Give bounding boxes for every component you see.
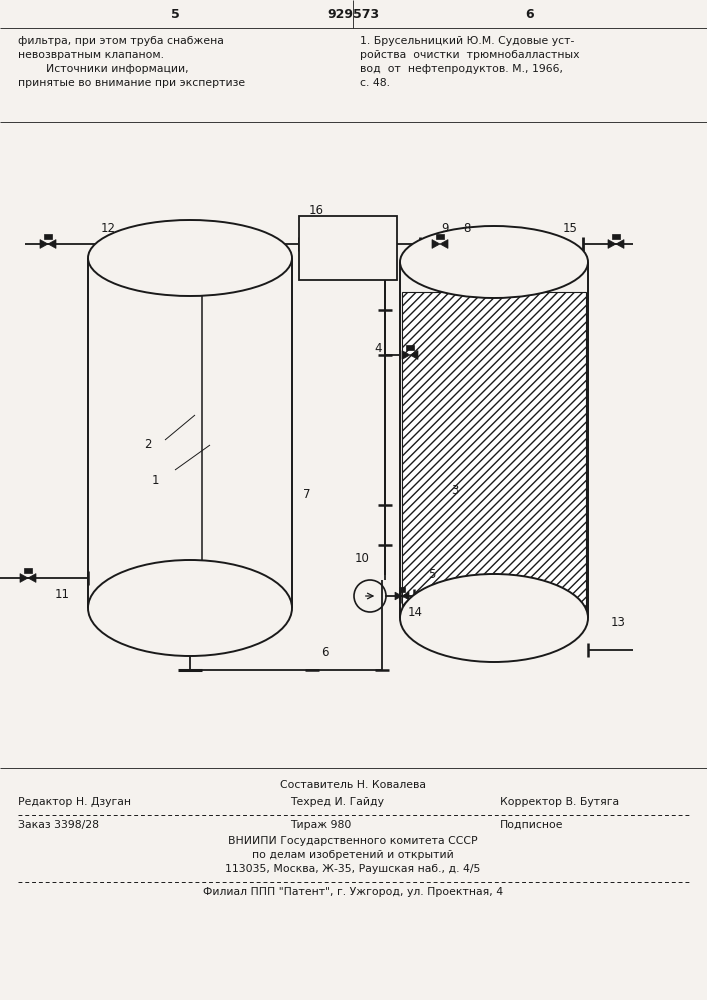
Text: 5: 5 [428, 568, 436, 582]
Text: 11: 11 [54, 588, 69, 601]
Text: 929573: 929573 [327, 7, 379, 20]
Bar [45, 234, 52, 239]
Text: по делам изобретений и открытий: по делам изобретений и открытий [252, 850, 454, 860]
Ellipse shape [400, 574, 588, 662]
Ellipse shape [88, 560, 292, 656]
Polygon shape [48, 240, 56, 248]
Text: 5: 5 [170, 7, 180, 20]
Text: Тираж 980: Тираж 980 [290, 820, 351, 830]
Polygon shape [616, 240, 624, 248]
Text: 9: 9 [441, 222, 449, 234]
Text: 6: 6 [526, 7, 534, 20]
Text: фильтра, при этом труба снабжена: фильтра, при этом труба снабжена [18, 36, 224, 46]
Text: Редактор Н. Дзуган: Редактор Н. Дзуган [18, 797, 131, 807]
Text: 1: 1 [151, 474, 159, 487]
Bar [612, 234, 619, 239]
Text: 14: 14 [407, 605, 423, 618]
Text: 13: 13 [611, 615, 626, 629]
Text: вод  от  нефтепродуктов. М., 1966,: вод от нефтепродуктов. М., 1966, [360, 64, 563, 74]
Bar [436, 234, 443, 239]
Polygon shape [432, 240, 440, 248]
Text: 1. Брусельницкий Ю.М. Судовые уст-: 1. Брусельницкий Ю.М. Судовые уст- [360, 36, 574, 46]
Bar [25, 568, 32, 573]
Text: 16: 16 [308, 205, 324, 218]
Polygon shape [395, 592, 402, 600]
Text: с. 48.: с. 48. [360, 78, 390, 88]
Polygon shape [28, 574, 36, 582]
Ellipse shape [400, 226, 588, 298]
Text: Филиал ППП "Патент", г. Ужгород, ул. Проектная, 4: Филиал ППП "Патент", г. Ужгород, ул. Про… [203, 887, 503, 897]
Polygon shape [402, 351, 410, 359]
Text: принятые во внимание при экспертизе: принятые во внимание при экспертизе [18, 78, 245, 88]
Polygon shape [40, 240, 48, 248]
Text: невозвратным клапаном.: невозвратным клапаном. [18, 50, 164, 60]
Bar [299, 216, 397, 280]
Ellipse shape [88, 220, 292, 296]
Text: Составитель Н. Ковалева: Составитель Н. Ковалева [280, 780, 426, 790]
Text: ВНИИПИ Государственного комитета СССР: ВНИИПИ Государственного комитета СССР [228, 836, 478, 846]
Polygon shape [608, 240, 616, 248]
Text: Источники информации,: Источники информации, [18, 64, 189, 74]
Polygon shape [440, 240, 448, 248]
Text: 113035, Москва, Ж-35, Раушская наб., д. 4/5: 113035, Москва, Ж-35, Раушская наб., д. … [226, 864, 481, 874]
Text: Подписное: Подписное [500, 820, 563, 830]
Polygon shape [402, 592, 409, 600]
Polygon shape [410, 351, 418, 359]
Text: 8: 8 [463, 222, 471, 234]
Text: Корректор В. Бутяга: Корректор В. Бутяга [500, 797, 619, 807]
Text: 3: 3 [451, 484, 459, 496]
Text: Техред И. Гайду: Техред И. Гайду [290, 797, 384, 807]
Text: 4: 4 [374, 342, 382, 355]
Text: 10: 10 [355, 552, 370, 564]
Text: 2: 2 [144, 438, 152, 452]
Text: 6: 6 [321, 646, 329, 658]
Text: Заказ 3398/28: Заказ 3398/28 [18, 820, 99, 830]
Text: 15: 15 [563, 222, 578, 234]
Bar [407, 345, 414, 350]
Text: 12: 12 [100, 222, 115, 234]
Text: ройства  очистки  трюмнобалластных: ройства очистки трюмнобалластных [360, 50, 580, 60]
Text: 7: 7 [303, 488, 311, 502]
Polygon shape [20, 574, 28, 582]
Bar [402, 292, 586, 608]
Bar [399, 587, 405, 592]
